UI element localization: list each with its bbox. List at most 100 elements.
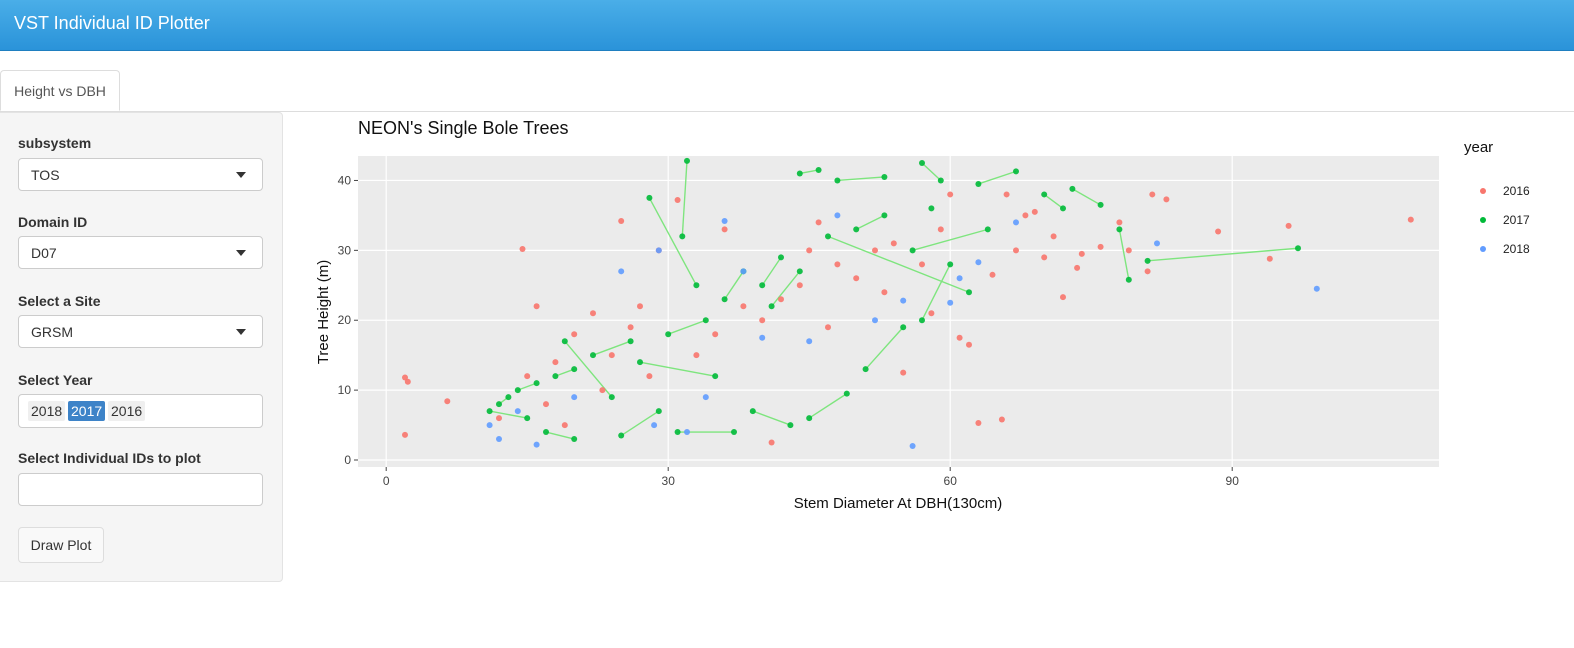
data-point-2017 <box>693 282 700 289</box>
data-point-2016 <box>561 422 568 429</box>
tab-height-vs-dbh[interactable]: Height vs DBH <box>0 70 120 111</box>
data-point-2016 <box>872 247 878 254</box>
data-point-2016 <box>890 240 897 247</box>
data-point-2016 <box>1013 247 1019 254</box>
individual-connector-line <box>724 270 744 300</box>
data-point-2016 <box>674 197 681 204</box>
individual-connector-line <box>489 410 528 419</box>
individual-connector-line <box>639 361 716 377</box>
data-point-2016 <box>937 226 944 233</box>
data-point-2018 <box>702 394 709 401</box>
data-point-2017 <box>975 180 982 187</box>
data-point-2017 <box>1060 205 1066 212</box>
domain-value: D07 <box>31 245 57 261</box>
data-point-2016 <box>1285 222 1292 229</box>
data-point-2017 <box>721 296 728 303</box>
data-point-2017 <box>834 177 841 184</box>
individual-ids-input[interactable] <box>18 473 263 506</box>
legend-title: year <box>1464 139 1493 156</box>
data-point-2018 <box>806 338 813 345</box>
data-point-2016 <box>599 387 606 394</box>
legend: year 2016 2017 2018 <box>1464 139 1530 256</box>
subsystem-label: subsystem <box>18 135 92 151</box>
data-point-2016 <box>1078 250 1085 257</box>
individual-connector-line <box>855 214 885 231</box>
year-multiselect[interactable]: 2018 2017 2016 <box>18 394 263 428</box>
data-point-2017 <box>1097 201 1104 208</box>
data-point-2016 <box>533 303 540 310</box>
individual-connector-line <box>921 264 951 321</box>
site-select[interactable]: GRSM <box>18 315 263 348</box>
data-point-2016 <box>618 217 625 224</box>
individual-connector-line <box>592 340 631 356</box>
data-point-2017 <box>655 408 662 415</box>
data-point-2017 <box>571 366 578 373</box>
data-point-2016 <box>1041 254 1048 261</box>
individual-connector-line <box>648 197 698 286</box>
legend-marker-2018 <box>1480 246 1486 252</box>
data-point-2016 <box>881 289 888 296</box>
data-point-2016 <box>627 324 634 331</box>
draw-plot-button[interactable]: Draw Plot <box>18 527 104 563</box>
data-point-2016 <box>815 219 822 226</box>
data-point-2016 <box>608 352 615 359</box>
data-point-2017 <box>674 429 681 436</box>
plot-panel <box>358 156 1439 467</box>
data-point-2016 <box>496 415 502 422</box>
data-point-2017 <box>1069 185 1076 192</box>
legend-marker-2016 <box>1480 188 1486 194</box>
subsystem-select[interactable]: TOS <box>18 158 263 191</box>
x-tick-label: 90 <box>1226 474 1240 488</box>
individual-connector-line <box>865 326 904 370</box>
data-point-2017 <box>533 380 540 387</box>
year-chip[interactable]: 2016 <box>108 401 146 421</box>
data-point-2016 <box>1407 216 1414 223</box>
data-point-2017 <box>825 233 831 240</box>
data-point-2016 <box>519 245 526 252</box>
data-point-2017 <box>608 394 615 401</box>
year-chip-selected[interactable]: 2017 <box>68 401 106 421</box>
data-point-2017 <box>627 338 634 345</box>
data-point-2018 <box>1313 285 1320 292</box>
data-point-2017 <box>919 159 925 166</box>
data-point-2017 <box>1125 276 1132 283</box>
individual-connector-line <box>752 410 791 426</box>
individual-connector-line <box>1147 247 1299 262</box>
chevron-down-icon <box>236 329 246 335</box>
individual-connector-line <box>799 169 819 175</box>
data-point-2017 <box>590 352 596 359</box>
data-point-2018 <box>651 422 658 429</box>
individual-connector-line <box>771 270 801 307</box>
data-point-2016 <box>1022 212 1029 219</box>
data-point-2016 <box>768 439 775 446</box>
data-point-2016 <box>693 352 700 359</box>
domain-select[interactable]: D07 <box>18 236 263 269</box>
data-point-2016 <box>759 317 766 324</box>
data-point-2017 <box>815 166 822 173</box>
data-point-2017 <box>731 429 737 436</box>
data-point-2017 <box>665 331 672 338</box>
app-title: VST Individual ID Plotter <box>14 13 210 33</box>
data-point-2018 <box>759 334 766 341</box>
chevron-down-icon <box>236 250 246 256</box>
individual-connector-line <box>837 176 885 182</box>
data-point-2018 <box>975 259 982 266</box>
axis-ticks: 0 30 60 90 0 10 20 30 40 <box>338 173 1240 488</box>
individual-connector-line <box>827 235 970 293</box>
data-point-2018 <box>571 394 578 401</box>
data-point-2016 <box>806 247 813 254</box>
data-point-2018 <box>684 429 690 436</box>
site-label: Select a Site <box>18 293 101 309</box>
data-point-2017 <box>543 429 549 436</box>
data-point-2016 <box>402 431 408 438</box>
data-point-2016 <box>1125 247 1132 254</box>
y-tick-label: 10 <box>338 383 352 397</box>
data-point-2016 <box>853 275 860 282</box>
legend-label-2016: 2016 <box>1503 184 1530 198</box>
year-chip[interactable]: 2018 <box>28 401 66 421</box>
data-point-2017 <box>900 324 907 331</box>
scatter-plot: NEON's Single Bole Trees 0 30 60 90 0 10 20 30 4… <box>315 118 1530 512</box>
data-point-2016 <box>966 341 972 348</box>
data-point-2017 <box>679 233 686 240</box>
individual-connector-line <box>517 382 537 391</box>
